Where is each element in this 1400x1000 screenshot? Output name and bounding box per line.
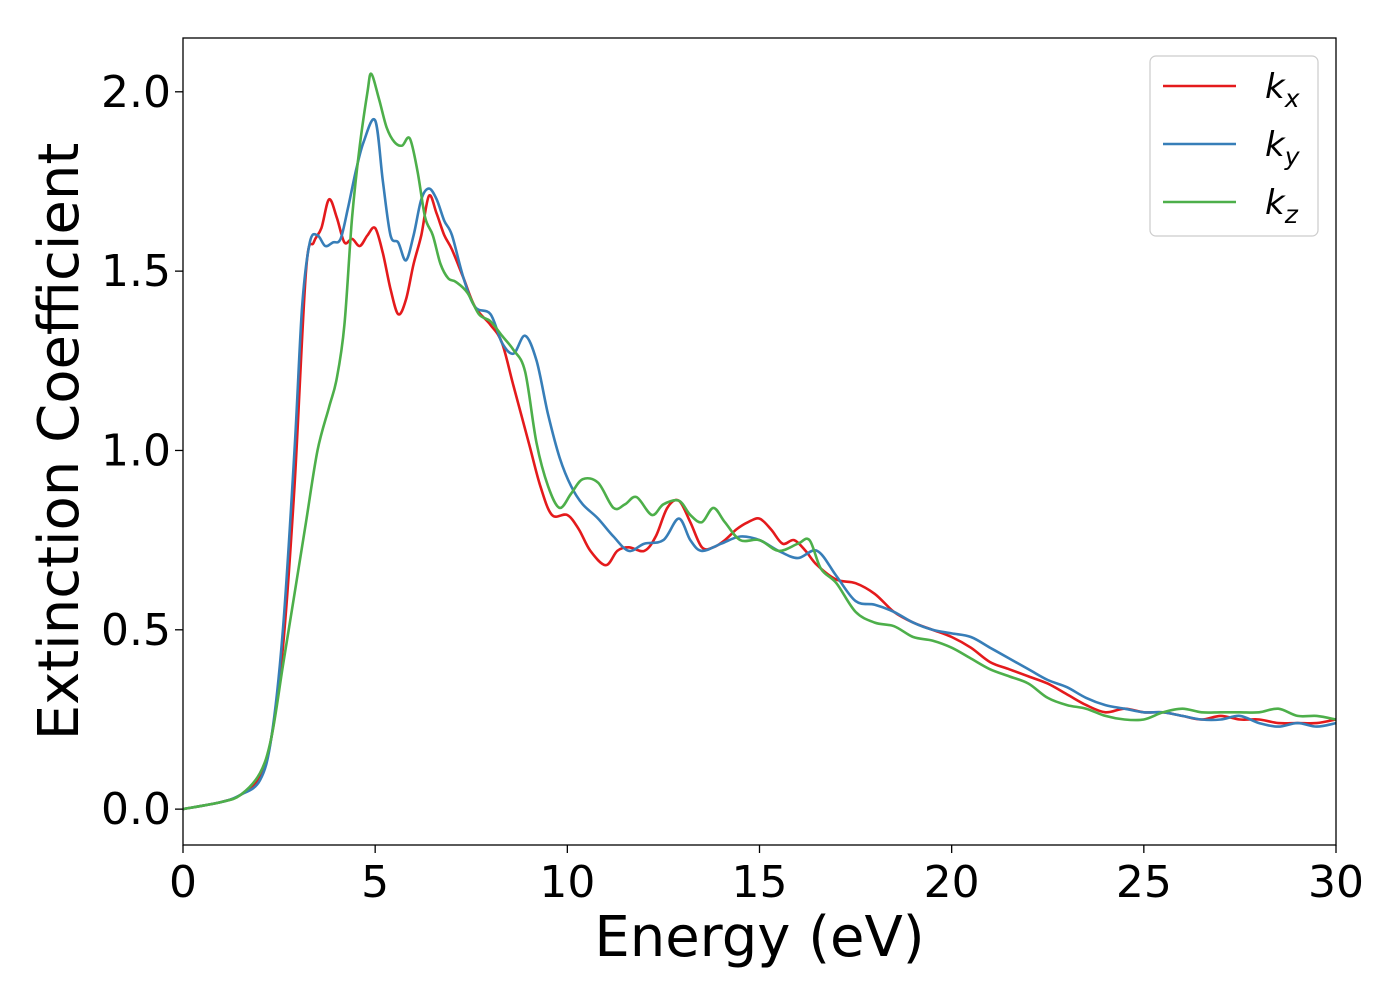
y-tick-label: 2.0 xyxy=(101,67,171,118)
series-line-x xyxy=(182,193,1337,811)
series-line-z xyxy=(182,72,1337,811)
series-layer xyxy=(182,72,1337,811)
x-tick-label: 10 xyxy=(539,857,595,908)
legend-label-y: ky xyxy=(1265,125,1301,171)
series-line-y xyxy=(182,117,1337,811)
y-tick-label: 0.5 xyxy=(101,605,171,656)
legend-label-base: k xyxy=(1265,125,1286,165)
legend-label-subscript: y xyxy=(1284,142,1301,171)
x-axis: 0 5 10 15 20 25 30 xyxy=(169,845,1364,908)
legend-label-base: k xyxy=(1265,67,1286,107)
x-tick-label: 20 xyxy=(924,857,980,908)
legend-label-x: kx xyxy=(1265,67,1300,113)
x-tick-label: 15 xyxy=(732,857,788,908)
x-tick-label: 0 xyxy=(169,857,197,908)
y-axis-title: Extinction Coefficient xyxy=(27,143,92,741)
legend-label-subscript: z xyxy=(1284,200,1299,229)
x-tick-label: 30 xyxy=(1308,857,1364,908)
x-tick-label: 5 xyxy=(361,857,389,908)
x-tick-label: 25 xyxy=(1116,857,1172,908)
legend-label-subscript: x xyxy=(1284,84,1300,113)
legend-label-base: k xyxy=(1265,183,1286,223)
legend-box xyxy=(1149,55,1319,237)
x-axis-title: Energy (eV) xyxy=(594,905,924,970)
y-tick-label: 1.0 xyxy=(101,425,171,476)
y-tick-label: 0.0 xyxy=(101,784,171,835)
y-axis: 0.0 0.5 1.0 1.5 2.0 xyxy=(101,67,183,835)
y-tick-label: 1.5 xyxy=(101,246,171,297)
legend-label-z: kz xyxy=(1265,183,1299,229)
